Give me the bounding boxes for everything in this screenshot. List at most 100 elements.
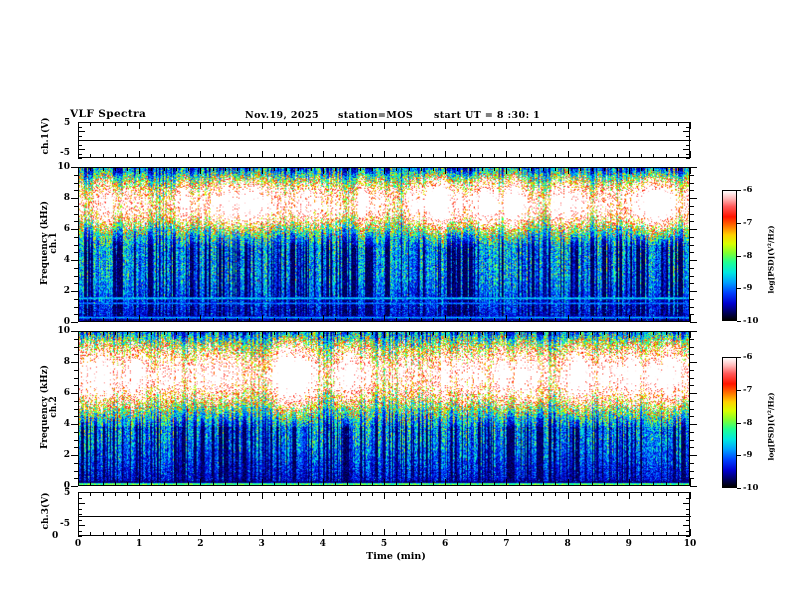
x-tick [139, 315, 141, 322]
x-tick [78, 122, 79, 129]
x-tick [396, 532, 398, 536]
x-tick [310, 154, 312, 158]
x-tick [408, 122, 410, 126]
x-tick [665, 492, 667, 496]
y-tick [686, 158, 690, 159]
x-tick [139, 331, 141, 338]
x-tick [616, 318, 618, 322]
x-tick [335, 122, 336, 126]
ch1-spectrogram-canvas [79, 168, 689, 321]
y-tick [686, 530, 690, 532]
x-tick [555, 532, 557, 536]
x-tick [628, 331, 630, 338]
y-tick [74, 267, 78, 269]
x-tick [494, 154, 496, 158]
y-tick [78, 144, 82, 146]
x-tick [690, 122, 691, 129]
y-tick [683, 131, 690, 132]
x-tick [616, 482, 618, 486]
x-tick [506, 122, 508, 129]
x-tick [114, 318, 116, 322]
y-tick [74, 174, 78, 176]
plot-date: Nov.19, 2025 [245, 110, 319, 121]
x-tick [90, 154, 92, 158]
colorbar-tick [737, 422, 741, 424]
x-tick [335, 318, 336, 322]
x-tick [347, 122, 349, 126]
x-tick [224, 122, 226, 126]
x-tick [298, 122, 300, 126]
x-tick [616, 492, 618, 496]
y-tick [78, 135, 82, 137]
x-tick [224, 167, 226, 171]
ch3v-tick-minus5: -5 [60, 519, 70, 529]
x-tick [249, 318, 251, 322]
y-tick [690, 369, 694, 371]
x-tick [457, 154, 459, 158]
y-tick [683, 525, 690, 526]
x-tick [433, 318, 434, 322]
x-tick [286, 122, 288, 126]
x-tick [457, 167, 459, 171]
x-tick [139, 122, 141, 129]
y-tick [78, 514, 82, 515]
x-tick [237, 167, 239, 171]
x-tick [310, 532, 312, 536]
x-tick [163, 167, 165, 171]
x-tick [261, 529, 263, 536]
x-tick [384, 529, 385, 536]
x-tick [90, 122, 92, 126]
y-tick [74, 275, 78, 277]
x-tick [420, 154, 422, 158]
x-tick [690, 315, 691, 322]
x-tick [298, 482, 300, 486]
y-tick [690, 236, 694, 238]
x-tick [102, 154, 104, 158]
x-tick [90, 331, 92, 335]
x-tick [273, 331, 275, 335]
x-tick [212, 154, 214, 158]
x-tick [249, 167, 251, 171]
x-tick [641, 492, 642, 496]
x-tick [163, 492, 165, 496]
ch3-voltage-trace [79, 516, 691, 517]
x-tick [224, 331, 226, 335]
x-tick [628, 492, 630, 499]
x-tick [469, 167, 471, 171]
x-tick [273, 492, 275, 496]
y-tick [690, 362, 697, 363]
x-tick [481, 167, 483, 171]
x-tick [481, 318, 483, 322]
x-tick [212, 167, 214, 171]
y-tick [74, 190, 78, 192]
x-tick [384, 331, 385, 338]
x-tick [420, 167, 422, 171]
x-tick [151, 532, 153, 536]
y-tick [690, 275, 694, 277]
x-tick [555, 331, 557, 335]
x-tick [653, 482, 655, 486]
x-tick [139, 151, 141, 158]
y-tick [690, 431, 694, 433]
x-tick [261, 151, 263, 158]
y-tick [78, 149, 85, 150]
colorbar-tick [737, 288, 741, 290]
x-tick-label: 7 [503, 539, 510, 549]
x-tick [200, 122, 202, 129]
x-tick [677, 154, 679, 158]
x-tick [677, 318, 679, 322]
y-tick [74, 236, 78, 238]
y-tick [686, 497, 690, 499]
x-tick [469, 482, 471, 486]
x-tick [518, 492, 520, 496]
x-tick [567, 315, 569, 322]
ch1-y-tick-label: 6 [63, 224, 70, 234]
x-tick [359, 482, 361, 486]
x-tick [616, 154, 618, 158]
colorbar-tick [737, 222, 741, 224]
x-tick-label: 4 [319, 539, 326, 549]
y-tick [683, 503, 690, 504]
x-tick [237, 482, 239, 486]
x-tick [371, 154, 373, 158]
